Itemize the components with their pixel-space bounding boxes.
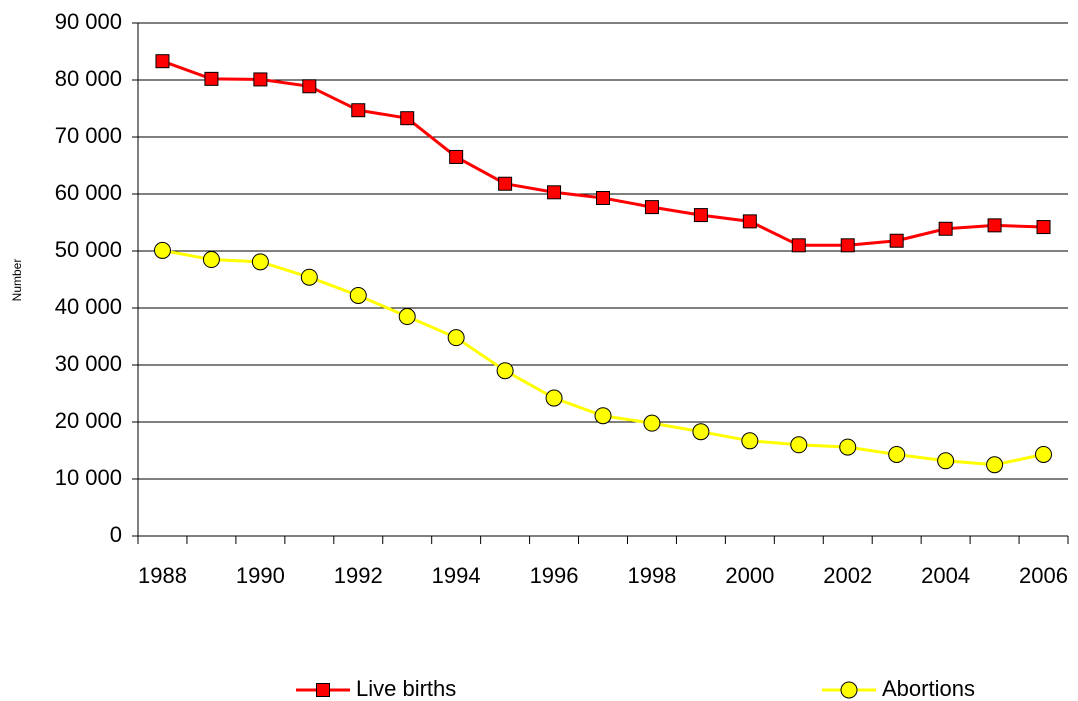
data-point: [251, 253, 269, 271]
x-tick-label: 2002: [823, 563, 872, 588]
data-point: [888, 445, 906, 463]
data-point: [643, 414, 661, 432]
x-tick-label: 2006: [1019, 563, 1068, 588]
data-point: [987, 218, 1002, 233]
data-point: [496, 362, 514, 380]
legend-marker: [316, 683, 330, 697]
y-tick-label: 30 000: [55, 351, 122, 376]
data-point: [594, 407, 612, 425]
series-line: [161, 59, 1044, 247]
series-line: [162, 248, 1044, 467]
y-tick-label: 90 000: [55, 9, 122, 34]
data-point: [300, 268, 318, 286]
x-tick-label: 2004: [921, 563, 970, 588]
data-point: [596, 190, 610, 205]
data-point: [398, 308, 416, 326]
data-point: [889, 233, 904, 248]
data-point: [937, 452, 955, 470]
data-point: [545, 389, 563, 407]
data-point: [986, 456, 1004, 474]
y-tick-label: 10 000: [55, 465, 122, 490]
x-tick-label: 1994: [432, 563, 481, 588]
x-tick-label: 1996: [530, 563, 579, 588]
y-tick-label: 60 000: [55, 180, 122, 205]
data-point: [1036, 220, 1051, 235]
data-point: [790, 436, 808, 454]
data-point: [202, 251, 220, 269]
data-point: [1035, 445, 1053, 463]
data-point: [447, 329, 465, 347]
data-point: [253, 72, 268, 87]
data-point: [204, 71, 219, 86]
legend-label: Abortions: [882, 676, 975, 701]
data-point: [839, 438, 857, 456]
data-point: [153, 241, 171, 259]
data-point: [840, 238, 855, 253]
data-point: [155, 54, 170, 69]
legend-marker: [840, 681, 858, 699]
data-point: [741, 432, 759, 450]
data-point: [351, 103, 366, 118]
data-point: [938, 221, 953, 236]
x-tick-label: 1990: [236, 563, 285, 588]
y-tick-label: 50 000: [55, 237, 122, 262]
x-tick-label: 1992: [334, 563, 383, 588]
data-point: [547, 185, 562, 200]
x-tick-label: 1988: [138, 563, 187, 588]
data-point: [692, 423, 710, 441]
data-point: [498, 176, 513, 191]
x-tick-label: 1998: [627, 563, 676, 588]
y-axis-label: Number: [10, 259, 24, 302]
y-tick-label: 20 000: [55, 408, 122, 433]
data-point: [693, 208, 708, 223]
y-tick-label: 80 000: [55, 66, 122, 91]
data-point: [349, 286, 367, 304]
y-tick-label: 70 000: [55, 123, 122, 148]
legend-label: Live births: [356, 676, 456, 701]
data-point: [791, 238, 806, 253]
x-tick-label: 2000: [725, 563, 774, 588]
y-tick-label: 40 000: [55, 294, 122, 319]
data-point: [400, 111, 415, 126]
data-point: [449, 149, 464, 164]
data-point: [302, 79, 317, 94]
data-point: [742, 214, 757, 229]
data-point: [644, 200, 659, 215]
y-tick-label: 0: [110, 522, 122, 547]
